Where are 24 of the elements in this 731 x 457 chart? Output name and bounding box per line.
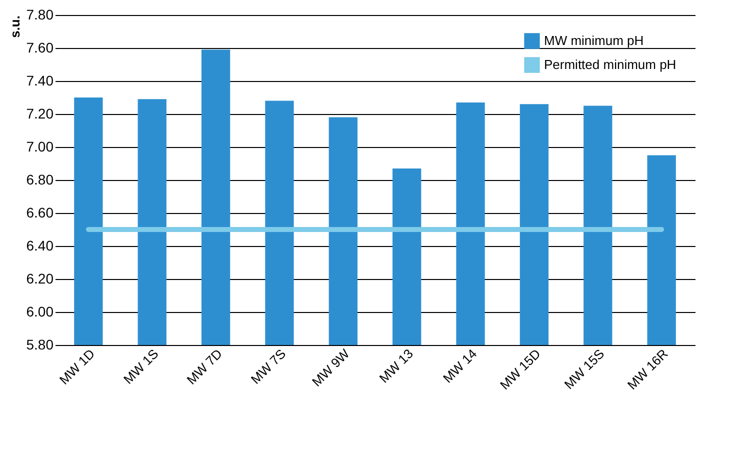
y-tick-label: 7.60: [26, 40, 54, 56]
y-tick-label: 5.80: [26, 336, 54, 352]
y-tick-label: 6.40: [26, 238, 54, 254]
y-tick-label: 6.80: [26, 172, 54, 188]
x-tick-label: MW 7S: [248, 346, 289, 387]
y-tick-label: 6.20: [26, 270, 54, 286]
legend-label: MW minimum pH: [544, 33, 644, 48]
x-tick-label: MW 15D: [497, 346, 544, 392]
x-tick-label: MW 1S: [120, 346, 162, 387]
y-tick-label: 7.80: [26, 6, 54, 22]
y-tick-label: 7.40: [26, 72, 54, 88]
x-tick-label: MW 15S: [561, 346, 608, 392]
x-tick-label: MW 9W: [309, 346, 353, 390]
y-tick-label: 6.60: [26, 204, 54, 220]
y-tick-label: 6.00: [26, 304, 54, 320]
x-tick-label: MW 13: [376, 346, 416, 386]
x-tick-label: MW 7D: [184, 346, 225, 388]
x-tick-label: MW 16R: [624, 346, 671, 392]
y-tick-label: 7.20: [26, 106, 54, 122]
y-tick-label: 7.00: [26, 138, 54, 154]
x-tick-label: MW 1D: [56, 346, 98, 388]
x-tick-label: MW 14: [440, 346, 480, 386]
legend-label: Permitted minimum pH: [544, 57, 676, 72]
y-axis-title: s.u.: [7, 16, 22, 38]
